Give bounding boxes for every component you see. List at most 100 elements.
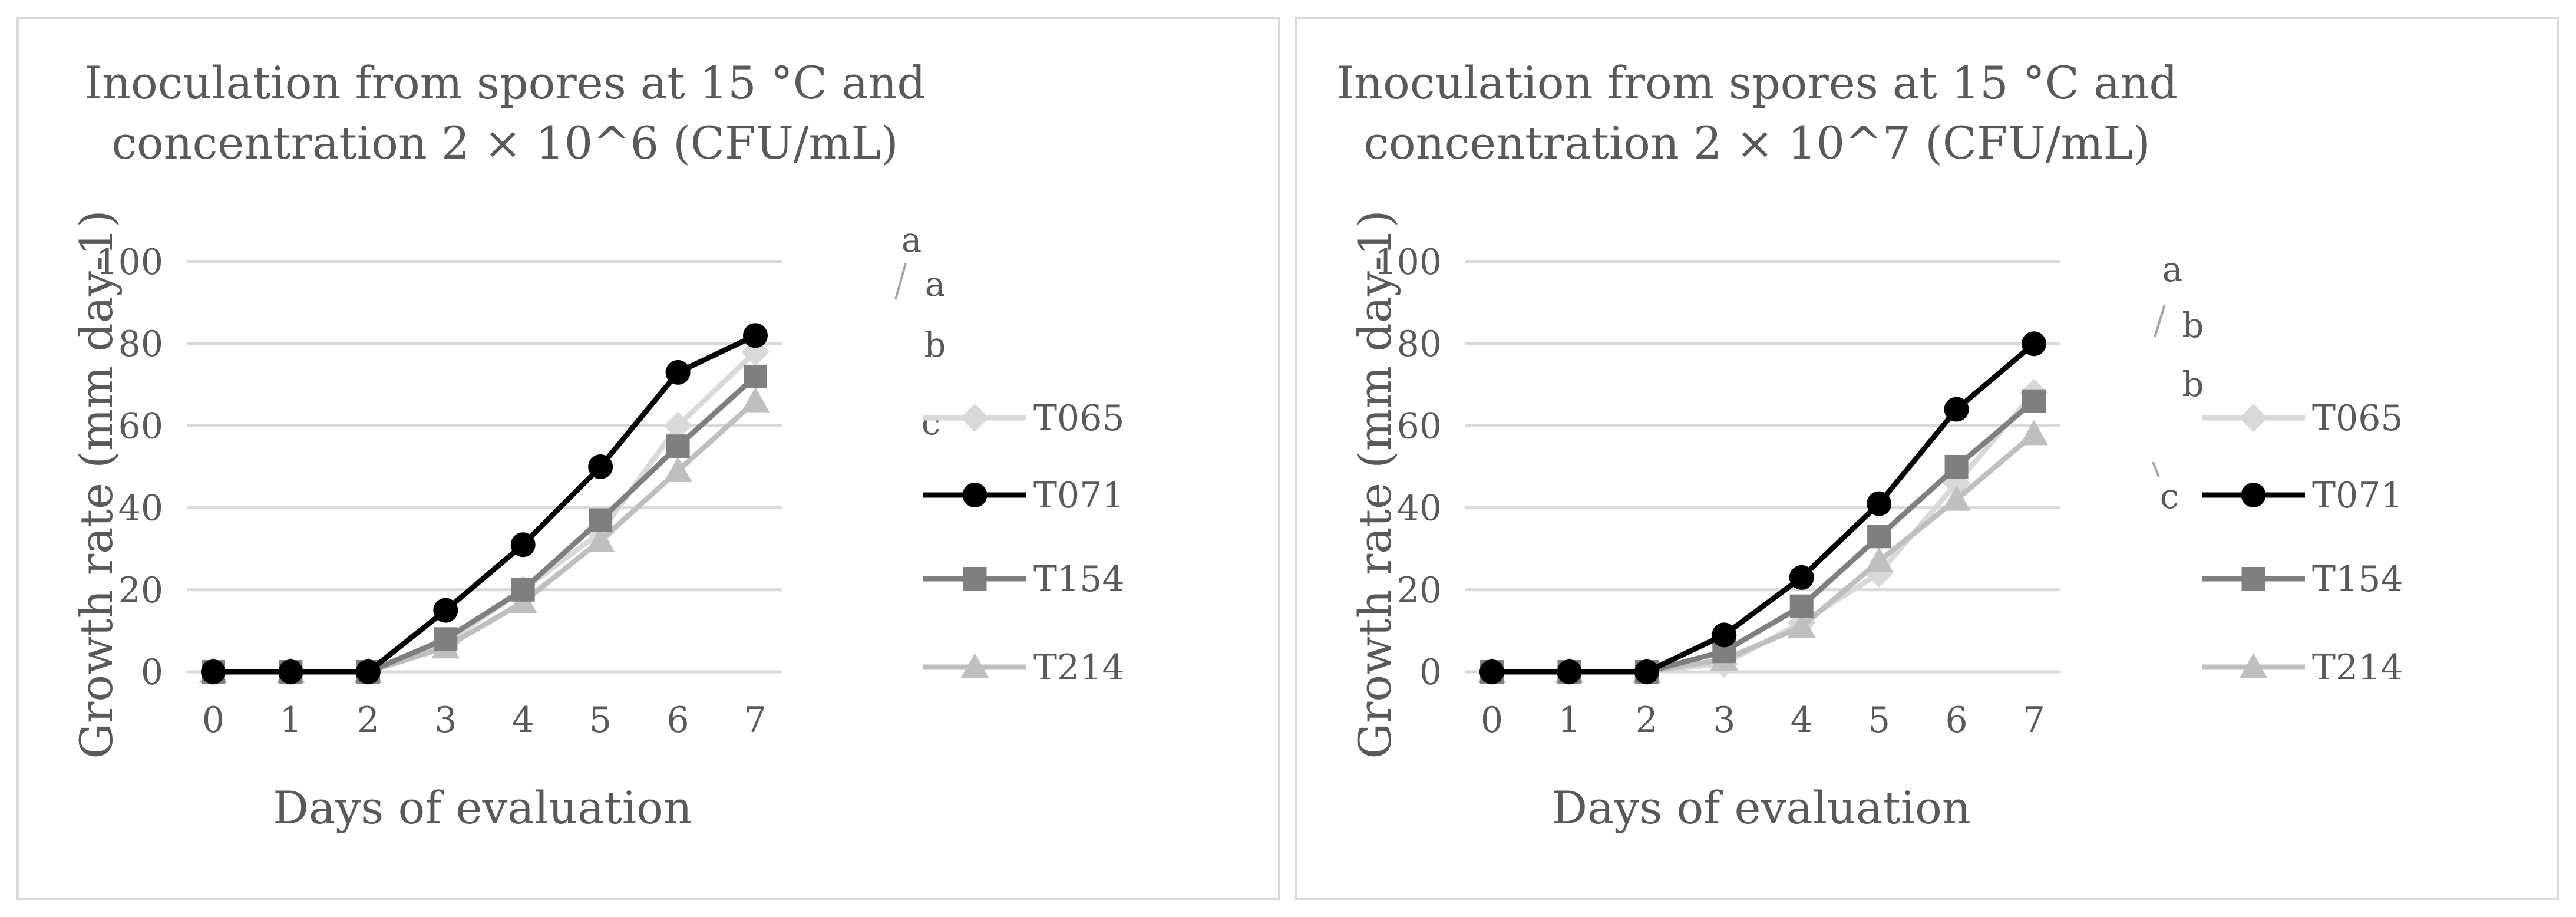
- x-tick-label: 7: [744, 700, 767, 741]
- series-line: [1492, 399, 2036, 675]
- y-tick-label: 40: [1397, 488, 1442, 529]
- y-tick-label: 80: [1397, 324, 1442, 365]
- data-point: [1867, 525, 1891, 549]
- legend-marker: [2241, 483, 2266, 507]
- y-tick-label: 60: [118, 405, 163, 447]
- data-point: [1557, 659, 1582, 684]
- data-point: [1634, 659, 1659, 684]
- data-point: [663, 411, 692, 440]
- chart-title-line-2: concentration 2 × 10^6 (CFU/mL): [111, 117, 898, 169]
- data-point: [1712, 622, 1737, 648]
- significance-letter: b: [924, 325, 946, 365]
- legend-item: T214: [923, 647, 1125, 688]
- data-point: [744, 364, 767, 388]
- x-axis-label: Days of evaluation: [1551, 781, 1971, 834]
- data-point: [741, 387, 770, 413]
- annotation-leader: [2154, 304, 2166, 338]
- y-tick-label: 20: [1397, 570, 1442, 611]
- y-tick-label: 40: [118, 488, 163, 529]
- data-point: [1865, 547, 1894, 573]
- x-tick-label: 1: [1558, 700, 1580, 741]
- legend-item: T065: [923, 398, 1125, 439]
- data-point: [278, 659, 303, 684]
- series-T071: [201, 323, 768, 684]
- series-line: [1492, 341, 2036, 675]
- significance-letter: a: [901, 220, 922, 260]
- data-point: [433, 598, 458, 623]
- annotation-leader: [2152, 461, 2160, 477]
- legend-label: T214: [2312, 647, 2403, 688]
- data-point: [586, 526, 615, 552]
- legend-marker: [2239, 404, 2268, 432]
- significance-letter: c: [922, 403, 940, 443]
- significance-letter: b: [2182, 305, 2204, 345]
- x-tick-label: 3: [434, 700, 457, 741]
- legend-label: T214: [1033, 647, 1125, 688]
- legend-marker: [963, 567, 987, 591]
- legend-item: T065: [2202, 398, 2403, 439]
- legend: T065 T071 T154 T214: [2202, 398, 2403, 688]
- significance-letter: a: [925, 264, 946, 304]
- data-point: [666, 434, 690, 458]
- chart-panel-right: Inoculation from spores at 15 °C and con…: [1295, 17, 2559, 900]
- x-tick-label: 3: [1713, 700, 1735, 741]
- significance-letter: a: [2162, 249, 2183, 289]
- data-point: [1942, 485, 1971, 511]
- legend-item: T071: [2202, 475, 2403, 516]
- data-point: [511, 578, 535, 602]
- line-chart-1e7: Inoculation from spores at 15 °C and con…: [1336, 57, 2403, 834]
- x-tick-label: 1: [279, 700, 302, 741]
- data-point: [434, 627, 458, 651]
- y-axis-label: Growth rate (mm day-1): [70, 210, 123, 758]
- legend-marker: [2239, 653, 2268, 678]
- x-tick-label: 0: [1481, 700, 1503, 741]
- legend-label: T065: [1033, 398, 1125, 439]
- y-tick-label: 100: [95, 242, 163, 283]
- y-tick-label: 60: [1397, 405, 1442, 447]
- data-point: [1479, 659, 1504, 684]
- legend-item: T214: [2202, 647, 2403, 688]
- y-tick-label: 0: [141, 652, 163, 693]
- x-tick-label: 2: [357, 700, 379, 741]
- data-point: [2022, 389, 2046, 413]
- y-tick-label: 20: [118, 570, 163, 611]
- data-point: [355, 659, 381, 684]
- gridlines: [187, 260, 782, 674]
- x-tick-label: 4: [512, 700, 534, 741]
- data-point: [2022, 331, 2046, 357]
- x-tick-label: 6: [1945, 700, 1967, 741]
- significance-letter: c: [2160, 476, 2179, 516]
- x-tick-label: 4: [1791, 700, 1813, 741]
- x-tick-label: 5: [1868, 700, 1890, 741]
- x-tick-label: 7: [2023, 700, 2045, 741]
- series-T154: [202, 364, 767, 684]
- legend: T065 T071 T154 T214: [923, 398, 1125, 688]
- legend-marker: [962, 483, 988, 507]
- legend-marker: [2241, 567, 2265, 591]
- data-point: [1944, 455, 1969, 479]
- legend-label: T154: [2312, 559, 2403, 600]
- chart-title-line-1: Inoculation from spores at 15 °C and: [84, 57, 926, 109]
- legend-label: T065: [2312, 398, 2403, 439]
- x-tick-label: 2: [1636, 700, 1658, 741]
- legend-marker: [960, 653, 989, 678]
- y-tick-label: 0: [1419, 652, 1442, 693]
- legend-label: T154: [1033, 559, 1125, 600]
- chart-title-line-1: Inoculation from spores at 15 °C and: [1336, 57, 2178, 109]
- data-point: [510, 532, 536, 558]
- x-tick-label: 6: [666, 700, 689, 741]
- series-T154: [1480, 389, 2046, 684]
- legend-item: T154: [2202, 559, 2403, 600]
- line-chart-1e6: Inoculation from spores at 15 °C and con…: [70, 57, 1125, 834]
- y-tick-label: 80: [118, 324, 163, 365]
- x-tick-label: 5: [589, 700, 612, 741]
- legend-item: T154: [923, 559, 1125, 600]
- series-T065: [199, 338, 770, 686]
- data-point: [665, 359, 691, 385]
- y-tick-label: 100: [1374, 242, 1442, 283]
- legend-marker: [960, 404, 989, 432]
- data-point: [1789, 594, 1814, 618]
- data-point: [588, 454, 613, 479]
- series-line: [213, 333, 757, 675]
- data-point: [1867, 491, 1892, 516]
